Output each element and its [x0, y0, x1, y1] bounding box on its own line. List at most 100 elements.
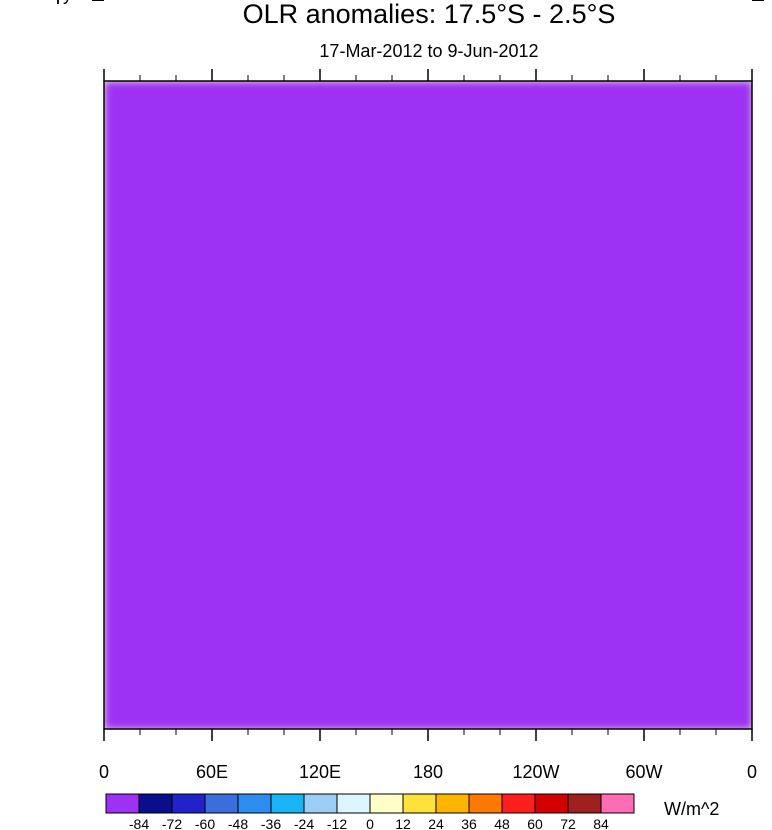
anomaly-cell	[428, 351, 435, 360]
anomaly-cell	[476, 351, 483, 360]
anomaly-cell	[255, 397, 262, 406]
anomaly-cell	[217, 81, 224, 90]
anomaly-cell	[617, 281, 624, 291]
anomaly-cell	[487, 142, 494, 152]
anomaly-cell	[681, 196, 688, 206]
anomaly-cell	[147, 181, 154, 190]
anomaly-cell	[109, 96, 116, 105]
anomaly-cell	[611, 204, 618, 213]
anomaly-cell	[163, 196, 170, 206]
anomaly-cell	[384, 273, 391, 283]
anomaly-cell	[163, 96, 170, 105]
anomaly-cell	[568, 204, 575, 213]
anomaly-cell	[530, 219, 537, 229]
anomaly-cell	[465, 150, 472, 159]
anomaly-cell	[644, 266, 651, 275]
anomaly-cell	[676, 289, 683, 298]
anomaly-cell	[530, 335, 537, 345]
anomaly-cell	[212, 135, 219, 144]
anomaly-cell	[671, 266, 678, 275]
anomaly-cell	[212, 158, 219, 167]
anomaly-cell	[746, 104, 752, 113]
anomaly-cell	[114, 119, 121, 129]
anomaly-cell	[428, 358, 435, 368]
anomaly-cell	[320, 204, 327, 213]
anomaly-cell	[444, 119, 451, 129]
anomaly-cell	[293, 366, 300, 375]
anomaly-cell	[687, 243, 694, 252]
anomaly-cell	[228, 389, 235, 399]
anomaly-cell	[168, 96, 175, 105]
anomaly-cell	[590, 289, 597, 298]
anomaly-cell	[428, 289, 435, 298]
anomaly-cell	[244, 343, 251, 352]
anomaly-cell	[530, 165, 537, 175]
anomaly-cell	[363, 219, 370, 229]
anomaly-cell	[649, 389, 656, 399]
anomaly-cell	[714, 127, 721, 136]
anomaly-cell	[330, 104, 337, 113]
anomaly-cell	[433, 358, 440, 368]
anomaly-cell	[325, 397, 332, 406]
anomaly-cell	[136, 297, 143, 306]
anomaly-cell	[168, 142, 175, 152]
anomaly-cell	[654, 227, 661, 237]
anomaly-cell	[568, 327, 575, 337]
anomaly-cell	[179, 297, 186, 306]
anomaly-cell	[444, 196, 451, 206]
anomaly-cell	[255, 81, 262, 90]
anomaly-cell	[104, 281, 111, 291]
anomaly-cell	[455, 150, 462, 159]
anomaly-cell	[725, 142, 732, 152]
anomaly-cell	[298, 142, 305, 152]
anomaly-cell	[665, 289, 672, 298]
anomaly-cell	[719, 343, 726, 352]
anomaly-cell	[660, 204, 667, 213]
anomaly-cell	[244, 389, 251, 399]
anomaly-cell	[298, 281, 305, 291]
anomaly-cell	[152, 273, 159, 283]
anomaly-cell	[260, 235, 267, 244]
anomaly-cell	[114, 281, 121, 291]
anomaly-cell	[179, 127, 186, 136]
anomaly-cell	[622, 297, 629, 306]
anomaly-cell	[168, 374, 175, 383]
anomaly-cell	[487, 289, 494, 298]
anomaly-cell	[482, 81, 489, 90]
anomaly-cell	[487, 119, 494, 129]
anomaly-cell	[714, 389, 721, 399]
anomaly-cell	[233, 366, 240, 375]
anomaly-cell	[163, 250, 170, 260]
anomaly-cell	[201, 219, 208, 229]
anomaly-cell	[104, 135, 111, 144]
anomaly-cell	[573, 181, 580, 190]
anomaly-cell	[714, 250, 721, 260]
anomaly-cell	[341, 212, 348, 221]
anomaly-cell	[671, 173, 678, 183]
anomaly-cell	[584, 266, 591, 275]
anomaly-cell	[444, 358, 451, 368]
anomaly-cell	[163, 81, 170, 90]
anomaly-cell	[719, 289, 726, 298]
anomaly-cell	[471, 289, 478, 298]
anomaly-cell	[233, 189, 240, 198]
anomaly-cell	[519, 81, 526, 90]
anomaly-cell	[509, 127, 516, 136]
anomaly-cell	[152, 111, 159, 121]
anomaly-cell	[406, 374, 413, 383]
anomaly-cell	[687, 227, 694, 237]
anomaly-cell	[384, 212, 391, 221]
anomaly-cell	[282, 335, 289, 345]
anomaly-cell	[449, 219, 456, 229]
anomaly-cell	[201, 212, 208, 221]
anomaly-cell	[131, 374, 138, 383]
anomaly-cell	[341, 88, 348, 98]
anomaly-cell	[649, 104, 656, 113]
anomaly-cell	[730, 142, 737, 152]
anomaly-cell	[320, 189, 327, 198]
anomaly-cell	[363, 135, 370, 144]
anomaly-cell	[298, 374, 305, 383]
anomaly-cell	[222, 273, 229, 283]
anomaly-cell	[746, 204, 752, 213]
anomaly-cell	[201, 343, 208, 352]
